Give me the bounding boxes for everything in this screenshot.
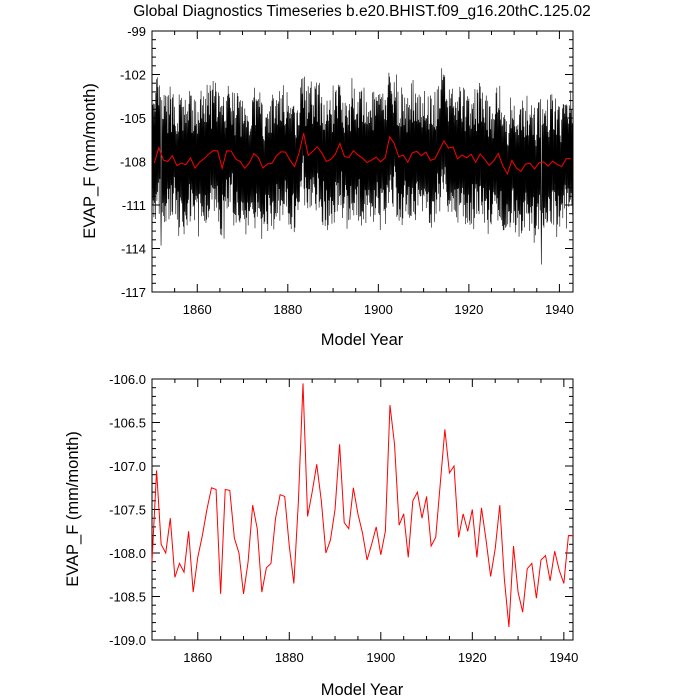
top-panel: 1860 1880 1900 1920 1940 -99 -102 -105 -108 -111 -… xyxy=(81,24,574,349)
bottom-y-tick-label: -107.0 xyxy=(109,459,146,474)
top-y-tick-label: -102 xyxy=(120,68,146,83)
bottom-y-axis-label: EVAP_F (mm/month) xyxy=(64,431,82,587)
bottom-x-tick-label: 1920 xyxy=(458,650,487,665)
bottom-x-tick-label: 1900 xyxy=(366,650,395,665)
top-y-tick-label: -117 xyxy=(121,285,146,300)
top-x-tick-label: 1920 xyxy=(454,302,483,317)
figure-title: Global Diagnostics Timeseries b.e20.BHIS… xyxy=(133,3,591,20)
bottom-y-tick-label: -107.5 xyxy=(109,503,146,518)
bottom-y-tick-label: -109.0 xyxy=(109,633,146,648)
bottom-axis-ticks: 1860 1880 1900 1920 1940 -106.0 -106.5 -107.0 -1… xyxy=(109,372,578,665)
bottom-x-tick-label: 1940 xyxy=(549,650,578,665)
bottom-y-tick-label: -108.5 xyxy=(109,590,146,605)
top-monthly-line xyxy=(151,68,573,265)
bottom-annual-mean-line xyxy=(151,383,573,627)
bottom-y-tick-label: -106.5 xyxy=(109,416,146,431)
top-annual-mean-line xyxy=(153,133,571,176)
bottom-plot-frame xyxy=(151,378,574,641)
bottom-panel: 1860 1880 1900 1920 1940 -106.0 -106.5 -107.0 -1… xyxy=(64,372,578,699)
bottom-annual-series xyxy=(151,383,573,627)
top-x-axis-label: Model Year xyxy=(321,331,404,349)
top-monthly-series xyxy=(151,68,573,265)
top-y-tick-label: -105 xyxy=(120,111,146,126)
bottom-x-tick-label: 1880 xyxy=(275,650,304,665)
top-y-axis-label: EVAP_F (mm/month) xyxy=(81,83,99,239)
bottom-y-tick-label: -108.0 xyxy=(109,546,146,561)
top-y-tick-label: -99 xyxy=(127,24,146,39)
top-y-tick-label: -111 xyxy=(122,198,146,213)
top-y-tick-label: -114 xyxy=(121,242,146,257)
top-x-tick-label: 1940 xyxy=(545,302,574,317)
top-x-tick-label: 1860 xyxy=(183,302,212,317)
top-axis-ticks: 1860 1880 1900 1920 1940 -99 -102 -105 -108 -111 -… xyxy=(120,24,574,317)
top-x-tick-label: 1900 xyxy=(364,302,393,317)
top-y-tick-label: -108 xyxy=(120,155,146,170)
bottom-x-tick-label: 1860 xyxy=(183,650,212,665)
bottom-x-axis-label: Model Year xyxy=(321,681,404,699)
top-annual-series xyxy=(153,133,571,176)
bottom-y-tick-label: -106.0 xyxy=(109,372,146,387)
top-x-tick-label: 1880 xyxy=(273,302,302,317)
